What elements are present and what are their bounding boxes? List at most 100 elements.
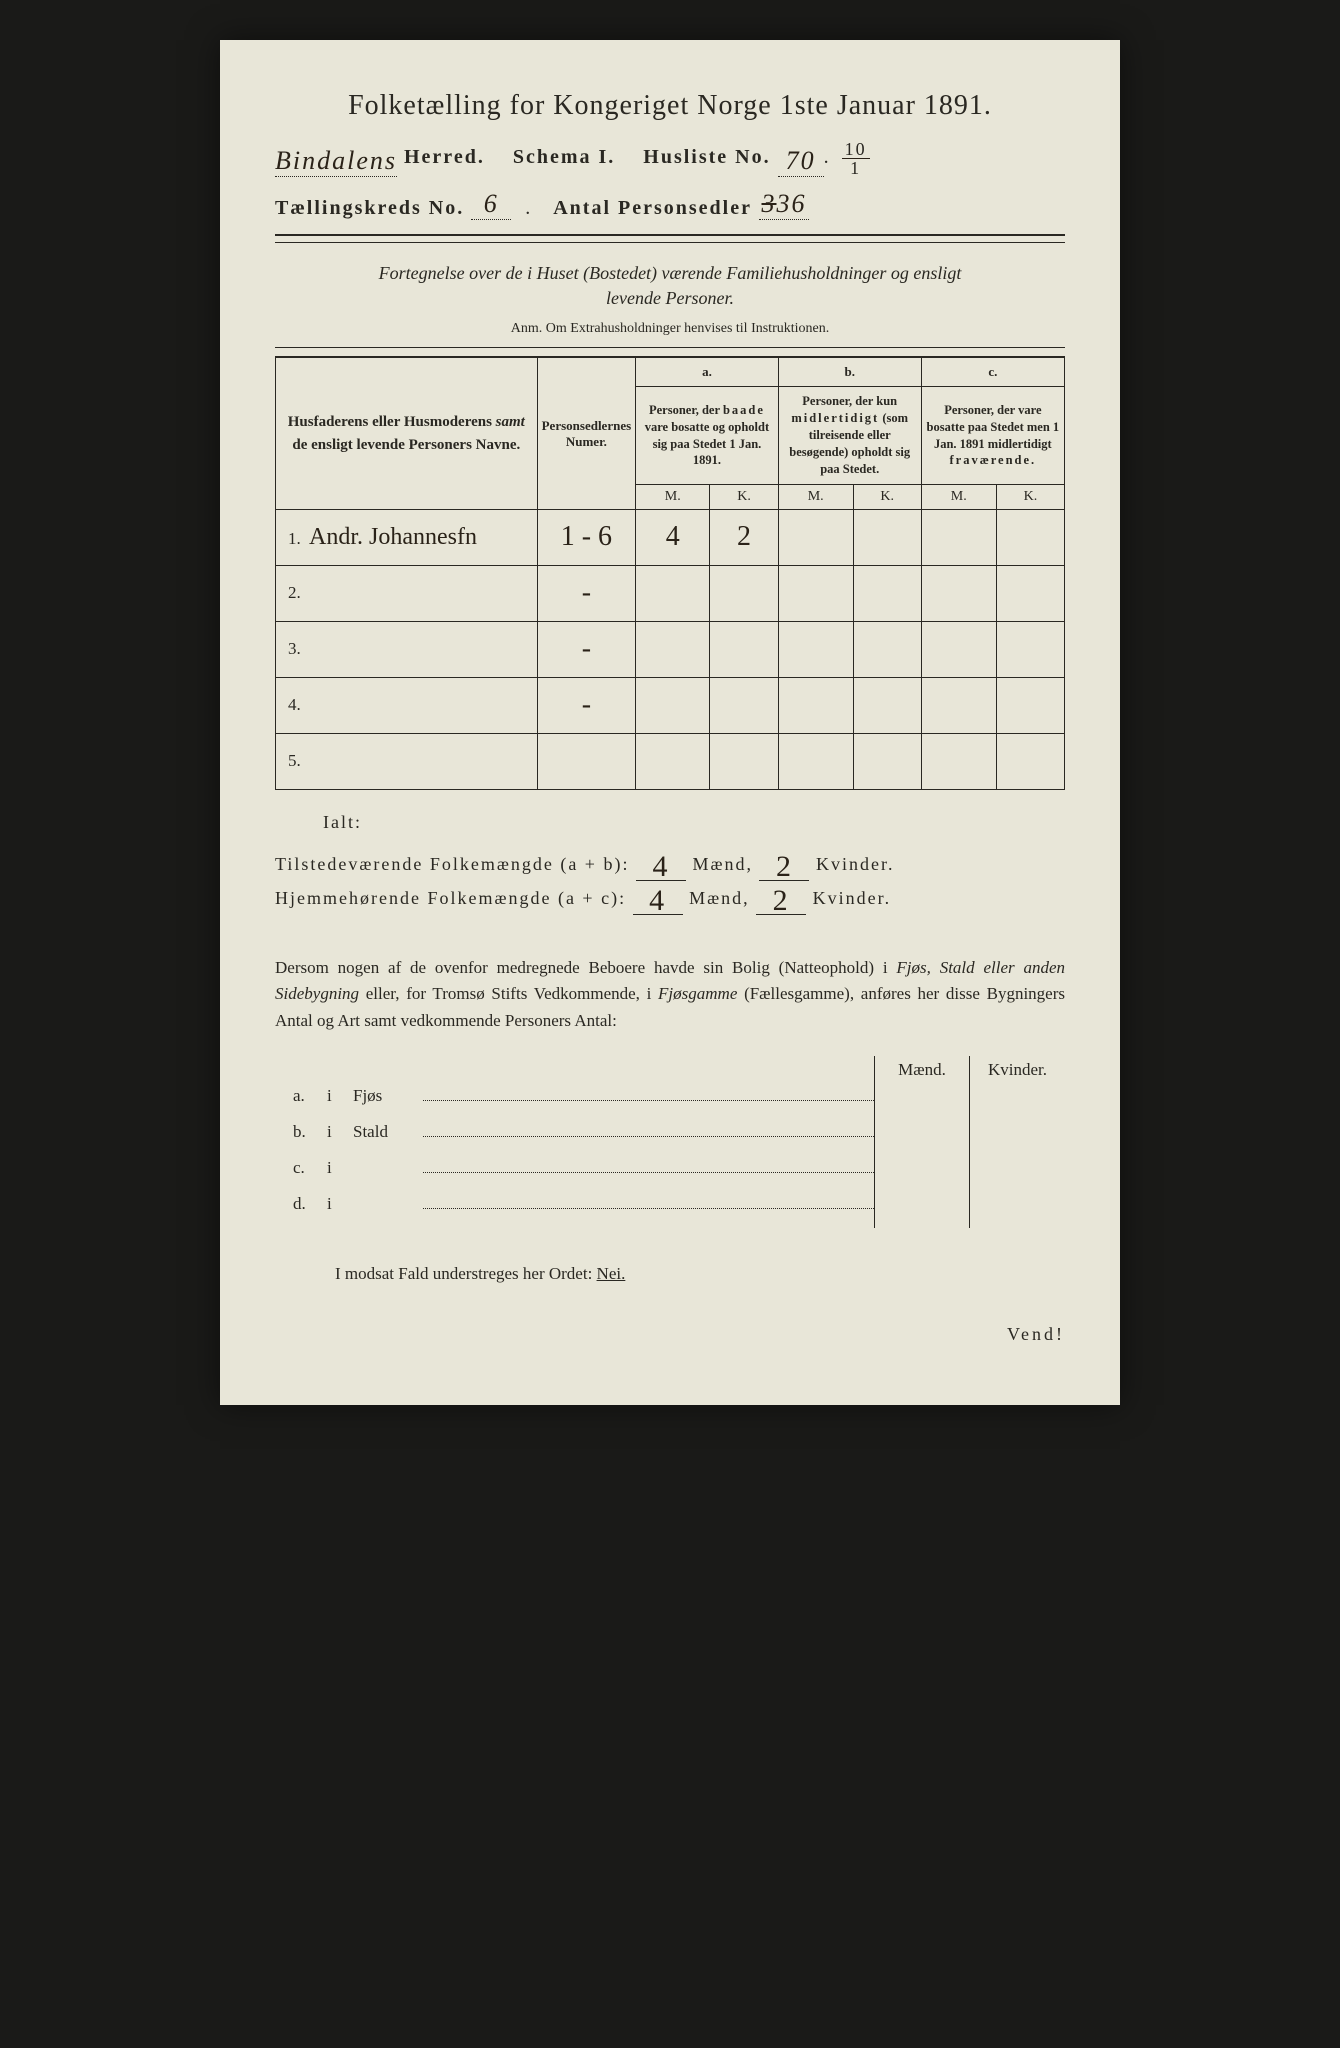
header-line-3: Tællingskreds No. 6 . Antal Personsedler…: [275, 189, 1065, 220]
maend-label-2: Mænd,: [689, 888, 750, 908]
kreds-no: 6: [471, 189, 511, 220]
building-lines: a.iFjøsb.iStaldc.id.i: [275, 1056, 874, 1228]
col-b-k: K.: [853, 484, 921, 509]
col-a-k: K.: [710, 484, 778, 509]
main-title: Folketælling for Kongeriget Norge 1ste J…: [275, 90, 1065, 122]
col-c-text: Personer, der vare bosatte paa Stedet me…: [921, 387, 1064, 484]
hjemme-k: 2: [756, 887, 806, 915]
col-c-label: c.: [921, 357, 1064, 387]
row-ak: [710, 621, 778, 677]
row-ak: [710, 677, 778, 733]
row-bm: [778, 509, 853, 565]
building-row: b.iStald: [275, 1120, 874, 1142]
kreds-label: Tællingskreds No.: [275, 197, 464, 219]
row-ck: [996, 509, 1064, 565]
row-bm: [778, 677, 853, 733]
modsat-line: I modsat Fald understreges her Ordet: Ne…: [335, 1264, 1065, 1284]
col-b-m: M.: [778, 484, 853, 509]
row-cm: [921, 677, 996, 733]
row-bk: [853, 677, 921, 733]
table-row: 3.-: [276, 621, 1065, 677]
schema-label: Schema I.: [513, 146, 615, 168]
tilstede-k: 2: [759, 853, 809, 881]
row-bk: [853, 509, 921, 565]
husliste-fraction: 10 1: [842, 140, 870, 177]
building-lbl: c.: [275, 1158, 327, 1178]
col-c-m: M.: [921, 484, 996, 509]
building-lbl: a.: [275, 1086, 327, 1106]
col-a-m: M.: [636, 484, 710, 509]
building-lbl: b.: [275, 1122, 327, 1142]
row-num: [537, 733, 636, 789]
row-cm: [921, 509, 996, 565]
row-am: [636, 677, 710, 733]
subtitle-l2: levende Personer.: [606, 288, 734, 308]
divider-thin: [275, 347, 1065, 348]
row-ck: [996, 733, 1064, 789]
table-row: 5.: [276, 733, 1065, 789]
tilstede-m: 4: [636, 853, 686, 881]
row-name: 1. Andr. Johannesfn: [276, 509, 538, 565]
row-bm: [778, 565, 853, 621]
row-bm: [778, 733, 853, 789]
anm-note: Anm. Om Extrahusholdninger henvises til …: [275, 321, 1065, 337]
ialt-label: Ialt:: [323, 812, 1065, 833]
col-num: Personsedlernes Numer.: [537, 357, 636, 509]
divider-double: [275, 234, 1065, 243]
row-num: -: [537, 677, 636, 733]
dersom-paragraph: Dersom nogen af de ovenfor medregnede Be…: [275, 955, 1065, 1034]
building-dots: [423, 1156, 874, 1173]
header-line-2: Bindalens Herred. Schema I. Husliste No.…: [275, 140, 1065, 177]
table-row: 4.-: [276, 677, 1065, 733]
row-bk: [853, 565, 921, 621]
table-row: 1. Andr. Johannesfn1 - 642: [276, 509, 1065, 565]
building-i: i: [327, 1122, 353, 1142]
building-dots: [423, 1120, 874, 1137]
hjemme-m: 4: [633, 887, 683, 915]
row-am: 4: [636, 509, 710, 565]
buildings-block: a.iFjøsb.iStaldc.id.i Mænd. Kvinder.: [275, 1056, 1065, 1228]
row-cm: [921, 733, 996, 789]
row-cm: [921, 565, 996, 621]
col-b-text: Personer, der kun midler­tidigt (som til…: [778, 387, 921, 484]
row-bk: [853, 733, 921, 789]
building-i: i: [327, 1158, 353, 1178]
building-text: Fjøs: [353, 1086, 423, 1106]
row-ck: [996, 621, 1064, 677]
husliste-no: 70: [778, 146, 824, 177]
building-dots: [423, 1084, 874, 1101]
herred-handwritten: Bindalens: [275, 146, 397, 177]
building-text: Stald: [353, 1122, 423, 1142]
col-b-label: b.: [778, 357, 921, 387]
row-name: 4.: [276, 677, 538, 733]
husliste-frac-bot: 1: [842, 159, 870, 177]
row-name: 3.: [276, 621, 538, 677]
row-ak: [710, 733, 778, 789]
totals-block: Tilstedeværende Folkemængde (a + b): 4 M…: [275, 847, 1065, 915]
kvinder-label-1: Kvinder.: [816, 854, 895, 874]
row-bk: [853, 621, 921, 677]
row-ak: 2: [710, 509, 778, 565]
col-a-text: Personer, der baade vare bo­satte og oph…: [636, 387, 779, 484]
subtitle-l1: Fortegnelse over de i Huset (Bostedet) v…: [379, 263, 962, 283]
building-row: a.iFjøs: [275, 1084, 874, 1106]
row-am: [636, 565, 710, 621]
mk-columns: Mænd. Kvinder.: [874, 1056, 1065, 1228]
building-row: d.i: [275, 1192, 874, 1214]
maend-label-1: Mænd,: [692, 854, 753, 874]
row-num: -: [537, 565, 636, 621]
row-ak: [710, 565, 778, 621]
row-ck: [996, 565, 1064, 621]
husliste-frac-top: 10: [842, 140, 870, 159]
col-name: Husfaderens eller Husmode­rens samt de e…: [276, 357, 538, 509]
sedler-label: Antal Personsedler: [553, 197, 752, 219]
modsat-nei: Nei.: [597, 1264, 626, 1283]
herred-label: Herred.: [404, 146, 485, 168]
building-i: i: [327, 1194, 353, 1214]
census-table: Husfaderens eller Husmode­rens samt de e…: [275, 356, 1065, 789]
row-num: 1 - 6: [537, 509, 636, 565]
building-dots: [423, 1192, 874, 1209]
sedler-no: 336: [759, 189, 809, 220]
census-form: Folketælling for Kongeriget Norge 1ste J…: [220, 40, 1120, 1405]
building-i: i: [327, 1086, 353, 1106]
